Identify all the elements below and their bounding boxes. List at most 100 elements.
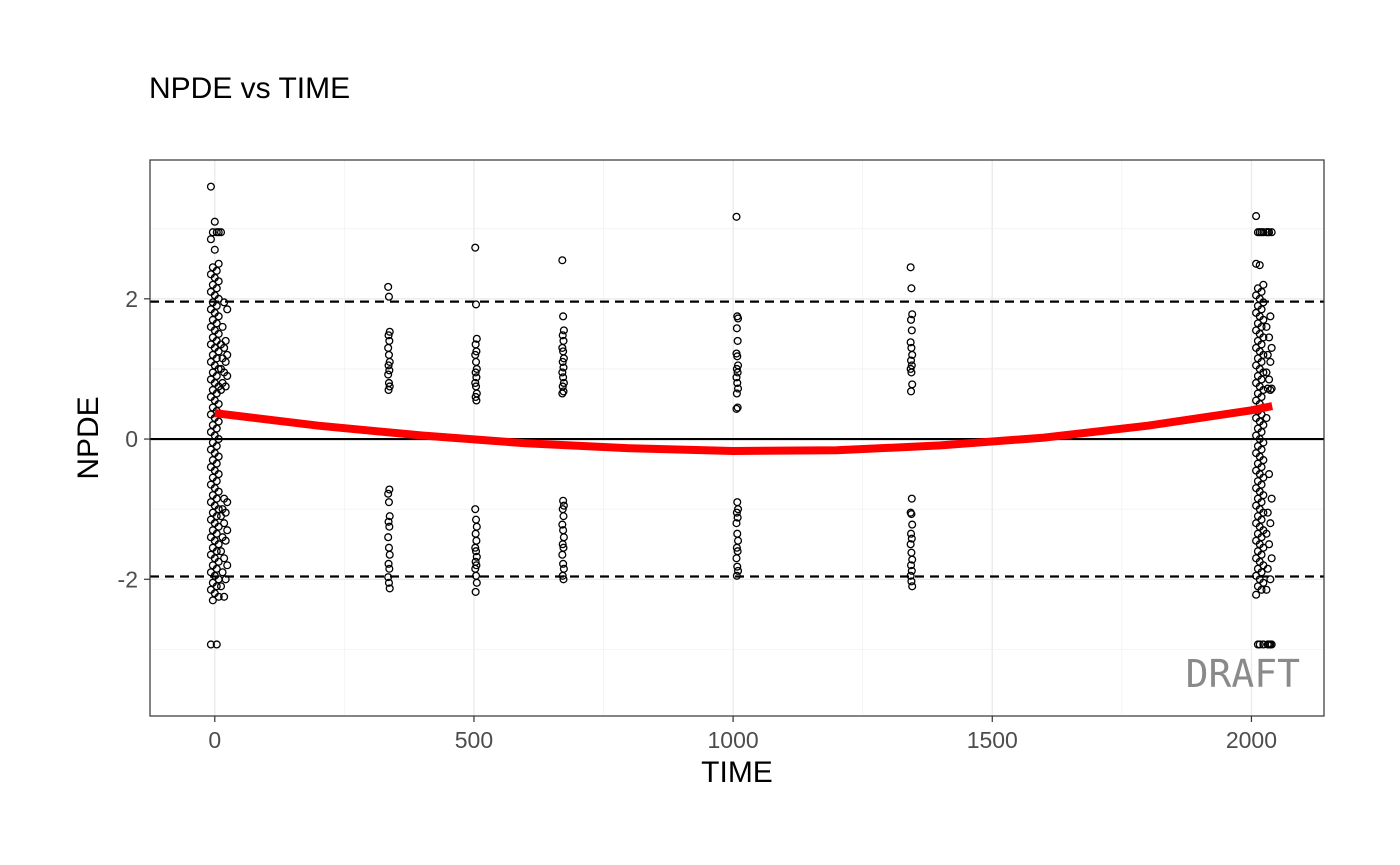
data-point (907, 368, 916, 377)
data-point (212, 640, 221, 649)
data-point (558, 550, 567, 559)
data-point (384, 498, 393, 507)
data-point (906, 387, 916, 396)
data-point (212, 371, 221, 380)
data-point (1265, 375, 1274, 384)
data-point (1253, 228, 1262, 237)
data-point (471, 392, 480, 402)
data-point (1266, 312, 1275, 321)
data-point (559, 312, 568, 321)
data-point (558, 331, 567, 340)
data-point (1267, 384, 1276, 393)
data-point (214, 592, 223, 601)
data-point (385, 485, 394, 494)
data-point (558, 343, 567, 352)
data-point (223, 305, 232, 314)
data-point (214, 277, 223, 286)
data-point (559, 354, 568, 363)
data-point (218, 322, 227, 331)
data-point (216, 582, 226, 591)
data-point (559, 373, 568, 382)
data-point (208, 228, 217, 237)
data-point (732, 373, 741, 382)
data-point (221, 357, 230, 366)
data-point (1263, 564, 1272, 573)
y-tick-label: -2 (118, 566, 138, 592)
data-point (385, 366, 394, 375)
data-point (1266, 575, 1275, 584)
smooth-trend-line (214, 402, 1273, 456)
data-point (216, 228, 226, 237)
data-point (214, 487, 223, 496)
data-point (212, 529, 221, 538)
data-point (558, 368, 567, 377)
data-point (384, 385, 393, 395)
data-point (472, 561, 481, 570)
data-point (212, 442, 221, 451)
data-point (559, 378, 568, 388)
chart-title: NPDE vs TIME (149, 72, 350, 105)
data-point (732, 404, 741, 413)
data-point (212, 354, 221, 363)
data-point (471, 547, 481, 556)
data-point (906, 338, 915, 347)
data-point (471, 543, 480, 552)
data-point (214, 312, 223, 321)
data-point (212, 459, 221, 468)
data-point (221, 536, 230, 545)
data-point (1266, 519, 1275, 528)
data-point (384, 370, 393, 379)
y-axis-ticks: -2 0 2 (118, 286, 150, 592)
data-point (1252, 212, 1261, 221)
data-point (216, 512, 226, 521)
data-point (1267, 343, 1276, 352)
data-point (558, 256, 567, 265)
data-point (220, 343, 229, 352)
data-point (212, 319, 221, 328)
data-point (1253, 640, 1262, 649)
data-point (908, 582, 917, 591)
y-tick-label: 2 (125, 286, 138, 312)
data-point (1262, 368, 1271, 377)
data-point (384, 533, 393, 542)
data-point (206, 235, 215, 244)
data-point (384, 578, 393, 587)
data-point (214, 417, 223, 426)
data-point (559, 496, 568, 505)
data-point (908, 520, 917, 529)
data-point (907, 326, 916, 335)
x-axis-title: TIME (701, 756, 773, 789)
data-point (220, 519, 229, 528)
data-point (472, 373, 481, 382)
data-point (210, 245, 219, 254)
data-point (733, 384, 743, 393)
data-point (472, 334, 481, 343)
data-point (732, 543, 741, 552)
data-point (906, 263, 915, 272)
data-point (472, 578, 481, 587)
data-point (223, 561, 232, 570)
data-point (471, 505, 480, 514)
data-point (732, 364, 741, 373)
data-point (733, 566, 743, 575)
data-point (559, 501, 568, 510)
data-point (1263, 508, 1272, 517)
data-point (210, 217, 219, 226)
data-point (908, 350, 917, 359)
data-point (212, 266, 221, 275)
data-point (559, 326, 568, 335)
data-point (906, 529, 916, 538)
data-point (732, 519, 741, 528)
data-point (214, 347, 223, 356)
data-point (1263, 228, 1272, 237)
data-point (216, 547, 226, 556)
data-point (212, 547, 221, 556)
data-point (733, 352, 742, 361)
data-point (214, 259, 223, 268)
data-point (472, 364, 481, 373)
data-point (558, 571, 567, 580)
y-tick-label: 0 (125, 426, 138, 452)
data-point (220, 554, 229, 563)
data-point (1262, 529, 1271, 538)
